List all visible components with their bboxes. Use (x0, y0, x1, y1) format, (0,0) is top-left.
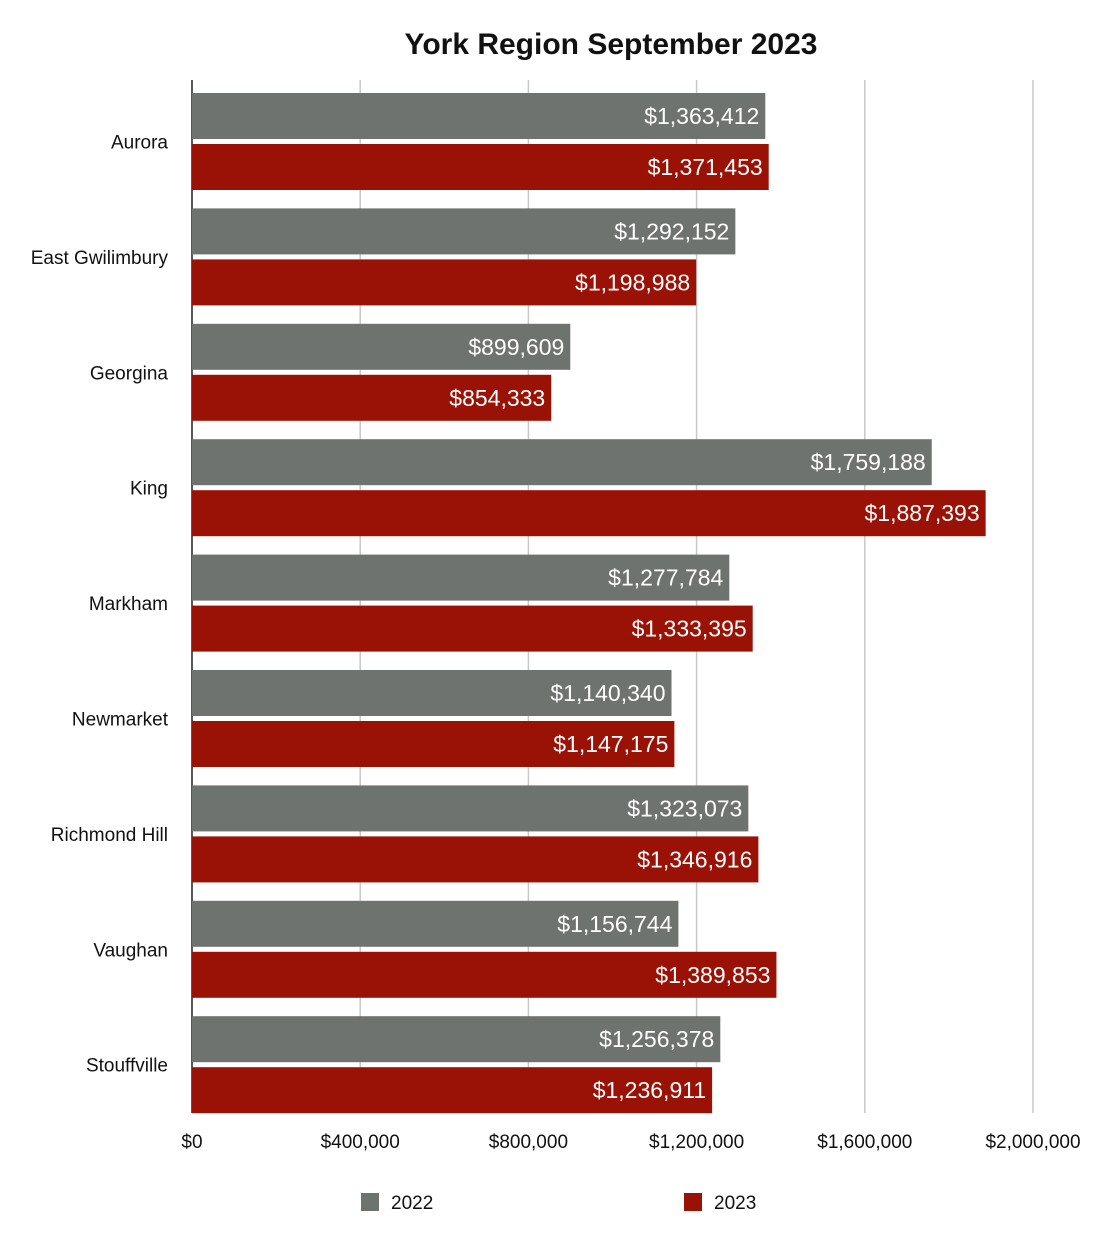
bar-2023 (192, 836, 759, 883)
category-label: Richmond Hill (51, 825, 168, 846)
x-axis-ticks: $0 $400,000 $800,000 $1,200,000 $1,600,000 $2… (181, 1132, 1080, 1153)
category-label: East Gwilimbury (31, 248, 169, 269)
bar-2023 (192, 1067, 713, 1114)
legend-label: 2022 (391, 1193, 433, 1214)
x-tick-label: $1,600,000 (817, 1132, 912, 1153)
category-label: Georgina (90, 363, 169, 384)
category-labels: Aurora East Gwilimbury Georgina King Markham… (31, 133, 169, 1077)
bar-2022 (192, 670, 672, 716)
bar-2023 (192, 374, 552, 421)
bars: $1,363,412 $1,371,453 $1,292,152 $1,198,988… (192, 93, 986, 1114)
bar-2023 (192, 490, 986, 537)
bar-2022 (192, 785, 749, 832)
bar-value-label: $1,389,853 (655, 962, 770, 988)
x-tick-label: $400,000 (321, 1132, 400, 1153)
bar-value-label: $899,609 (468, 334, 564, 360)
bar-value-label: $1,140,340 (550, 680, 665, 706)
bar-value-label: $1,147,175 (553, 731, 668, 757)
bar-value-label: $1,198,988 (575, 269, 690, 295)
category-label: Newmarket (72, 710, 169, 731)
legend: 2022 2023 (361, 1193, 756, 1214)
bar-value-label: $1,292,152 (614, 218, 729, 244)
bar-value-label: $854,333 (449, 385, 545, 411)
x-tick-label: $800,000 (489, 1132, 568, 1153)
bar-2022 (192, 208, 736, 255)
bar-2022 (192, 323, 571, 370)
bar-2022 (192, 900, 679, 947)
bar-value-label: $1,277,784 (608, 565, 723, 591)
category-label: Stouffville (86, 1056, 168, 1077)
bar-value-label: $1,333,395 (632, 616, 747, 642)
bar-2023 (192, 259, 697, 306)
bar-value-label: $1,371,453 (648, 154, 763, 180)
bar-2023 (192, 605, 753, 652)
bar-value-label: $1,346,916 (637, 846, 752, 872)
category-label: King (130, 479, 168, 500)
x-tick-label: $1,200,000 (649, 1132, 744, 1153)
x-tick-label: $0 (181, 1132, 202, 1153)
bar-value-label: $1,256,378 (599, 1026, 714, 1052)
bar-2023 (192, 721, 675, 767)
legend-label: 2023 (714, 1193, 756, 1214)
bar-2022 (192, 93, 766, 139)
bar-value-label: $1,887,393 (865, 500, 980, 526)
bar-2023 (192, 951, 777, 998)
bar-value-label: $1,363,412 (644, 103, 759, 129)
x-tick-label: $2,000,000 (985, 1132, 1080, 1153)
bar-value-label: $1,236,911 (593, 1077, 706, 1103)
bar-value-label: $1,759,188 (811, 449, 926, 475)
bar-2022 (192, 1016, 721, 1063)
chart-title: York Region September 2023 (405, 28, 818, 61)
legend-swatch-2022 (361, 1193, 379, 1211)
legend-swatch-2023 (684, 1193, 702, 1211)
bar-2023 (192, 144, 769, 190)
bar-value-label: $1,156,744 (557, 911, 672, 937)
category-label: Aurora (111, 133, 168, 154)
bar-value-label: $1,323,073 (627, 795, 742, 821)
category-label: Vaughan (93, 940, 168, 961)
category-label: Markham (89, 594, 168, 615)
bar-2022 (192, 439, 932, 486)
bar-2022 (192, 554, 730, 601)
